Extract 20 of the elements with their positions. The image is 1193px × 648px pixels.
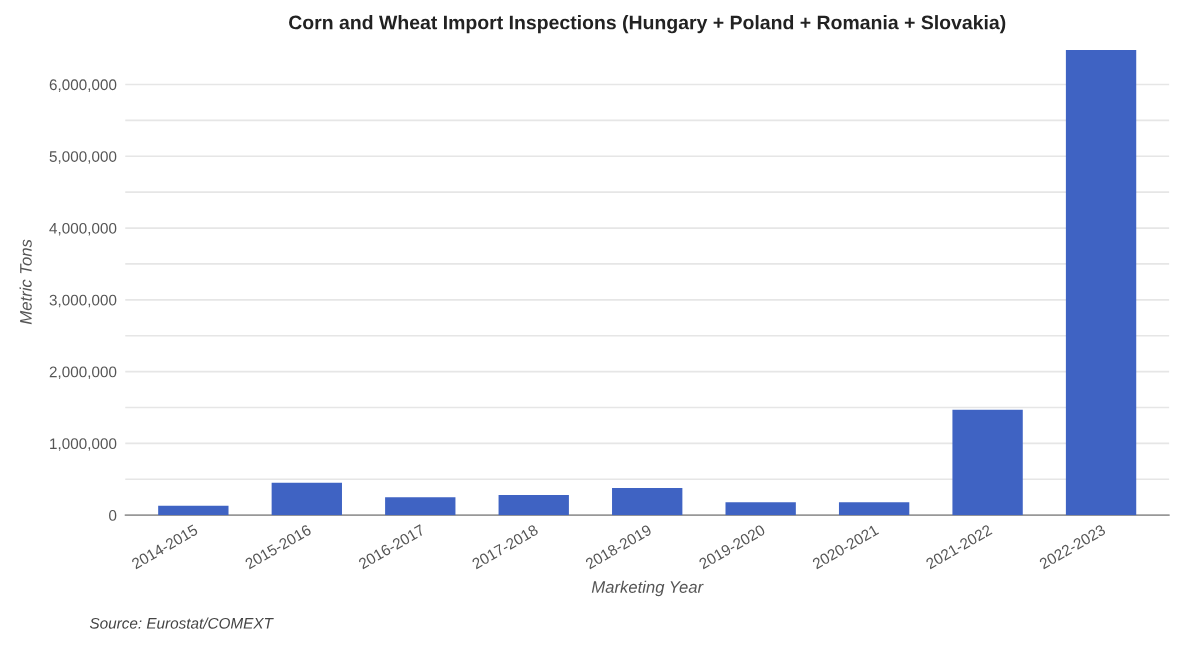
bar (612, 487, 683, 516)
y-tick-label: 3,000,000 (49, 294, 117, 308)
bar (271, 482, 342, 516)
y-tick-label: 0 (109, 510, 117, 521)
bar (838, 502, 910, 516)
y-axis-title: Metric Tons (19, 239, 32, 325)
bar (498, 495, 569, 516)
source-note: Source: Eurostat/COMEXT (89, 617, 274, 629)
bar (1065, 50, 1137, 516)
y-tick-label: 4,000,000 (49, 222, 117, 236)
y-tick-label: 5,000,000 (49, 151, 117, 164)
chart-title: Corn and Wheat Import Inspections (Hungary + Poland + Romania + Slovakia) (289, 15, 1006, 34)
x-axis-title: Marketing Year (591, 580, 704, 597)
bar (158, 505, 229, 516)
bar (725, 502, 796, 516)
bar (385, 497, 456, 516)
bar (952, 409, 1023, 516)
y-tick-label: 6,000,000 (49, 79, 117, 92)
y-tick-label: 1,000,000 (50, 438, 117, 451)
y-tick-label: 2,000,000 (49, 366, 117, 380)
